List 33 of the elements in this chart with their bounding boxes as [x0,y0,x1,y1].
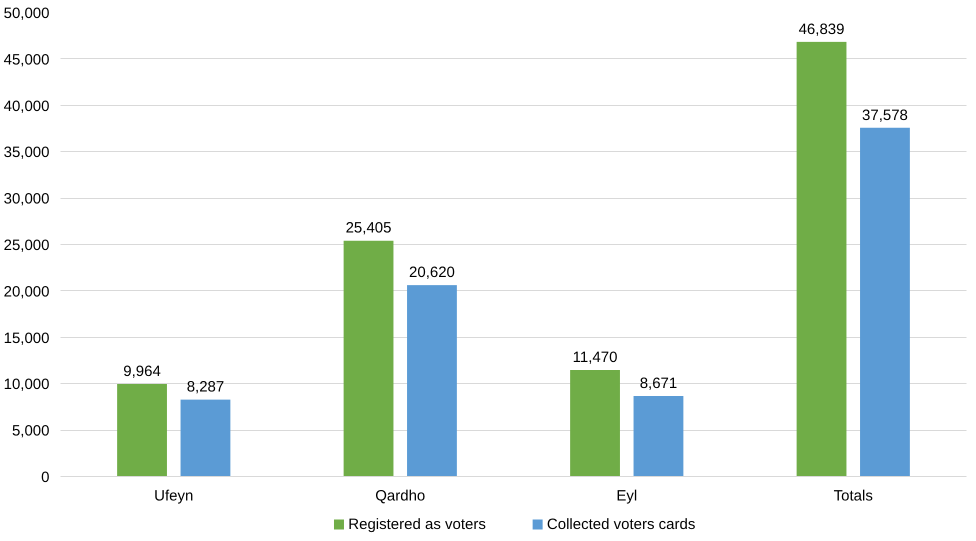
y-tick-label: 35,000 [4,144,50,162]
y-tick-label: 15,000 [4,330,50,347]
y-tick-label: 50,000 [4,5,50,22]
data-label: 9,964 [123,363,161,380]
y-tick-label: 0 [41,469,50,486]
bar [407,285,457,476]
bar [570,370,620,476]
y-tick-label: 40,000 [4,98,50,115]
y-tick-label: 20,000 [4,283,50,300]
bar [860,128,910,476]
y-tick-label: 25,000 [4,237,50,254]
y-tick-label: 5,000 [12,422,50,440]
data-label: 25,405 [346,220,392,237]
bar [634,396,684,476]
x-tick-label: Qardho [375,488,426,504]
x-tick-label: Totals [834,488,873,504]
data-label: 37,578 [862,106,908,124]
x-tick-label: Ufeyn [154,488,194,504]
data-label: 46,839 [798,20,844,38]
legend-label: Registered as voters [348,516,486,533]
bar [117,384,167,476]
bar [180,400,230,476]
y-tick-label: 30,000 [4,190,50,208]
data-label: 11,470 [572,349,618,366]
y-tick-label: 45,000 [4,51,50,68]
bar [344,240,394,476]
data-label: 20,620 [409,264,455,282]
data-label: 8,287 [186,378,224,396]
bar [796,42,846,476]
legend-label: Collected voters cards [546,516,696,533]
data-label: 8,671 [640,375,678,392]
x-tick-label: Eyl [616,488,638,504]
y-tick-label: 10,000 [4,376,50,394]
